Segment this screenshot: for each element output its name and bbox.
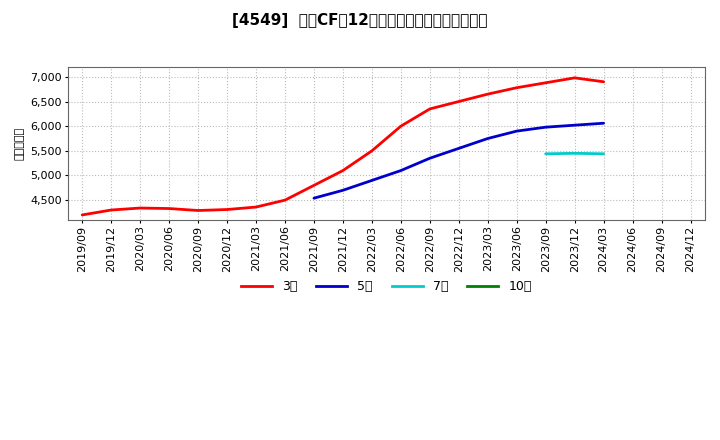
- Y-axis label: （百万円）: （百万円）: [15, 127, 25, 160]
- Legend: 3年, 5年, 7年, 10年: 3年, 5年, 7年, 10年: [241, 280, 532, 293]
- Text: [4549]  営業CFだ12か月移動合計の平均値の推移: [4549] 営業CFだ12か月移動合計の平均値の推移: [233, 13, 487, 28]
